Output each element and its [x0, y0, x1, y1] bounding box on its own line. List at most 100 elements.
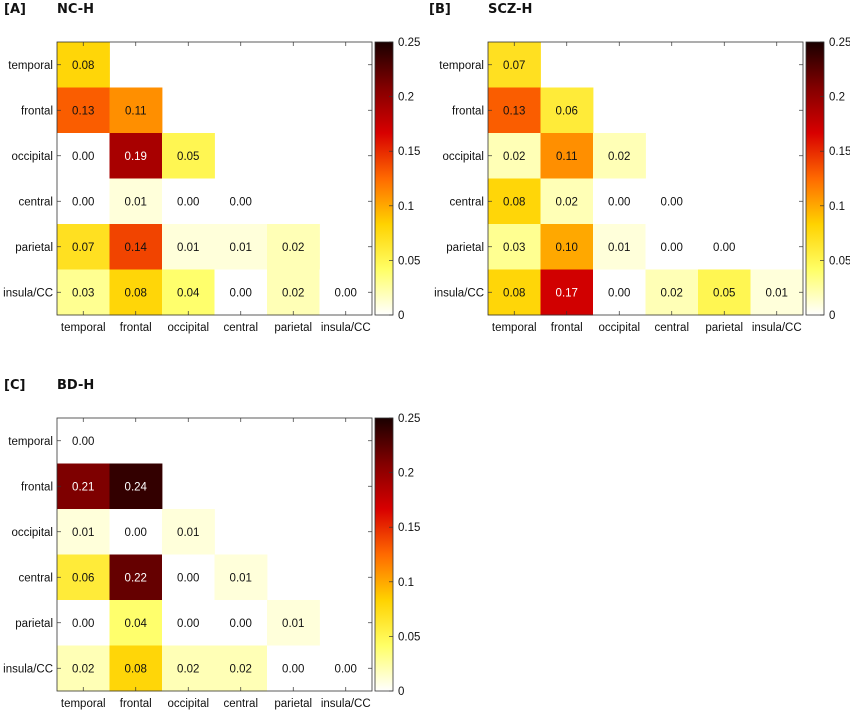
cell-value-label: 0.11 [125, 105, 147, 117]
plot-frame [56, 417, 373, 692]
cell-value-label: 0.00 [608, 196, 630, 208]
cell-value-label: 0.05 [177, 151, 199, 163]
heatmap-cell [109, 224, 163, 270]
heatmap-cell [488, 224, 541, 270]
cell-value-label: 0.24 [125, 481, 148, 493]
heatmap-cell [109, 600, 163, 646]
x-tick-label: occipital [598, 322, 640, 334]
heatmap-cell [267, 645, 320, 692]
heatmap-cell [57, 133, 110, 179]
cell-value-label: 0.06 [72, 572, 94, 584]
cell-value-label: 0.10 [556, 242, 578, 254]
cell-value-label: 0.13 [72, 105, 94, 117]
x-tick-label: parietal [705, 322, 743, 334]
cell-value-label: 0.00 [72, 436, 94, 448]
heatmap-cell [319, 269, 373, 316]
x-tick-label: frontal [120, 322, 152, 334]
heatmap-cell [267, 600, 320, 646]
heatmap-cell [57, 224, 110, 270]
heatmap-cell [540, 269, 594, 316]
cell-value-label: 0.00 [713, 242, 735, 254]
x-tick-label: central [223, 322, 258, 334]
panel-title: SCZ-H [488, 2, 532, 17]
colorbar-tick-label: 0.1 [398, 577, 414, 589]
heatmap-cell [214, 645, 268, 692]
panel-bd-h: [C] BD-H 0.00 0.21 0.24 0.01 0.00 0.01 0.06 0.22 0… [3, 378, 420, 710]
colorbar-tick-label: 0.1 [398, 201, 414, 213]
cell-value-label: 0.00 [661, 196, 683, 208]
cell-value-label: 0.01 [766, 287, 788, 299]
colorbar-tick-label: 0 [829, 310, 835, 322]
heatmap-cell [162, 224, 215, 270]
heatmap-cell [162, 554, 215, 601]
heatmap-cell [162, 269, 215, 316]
cell-value-label: 0.00 [72, 151, 94, 163]
cell-value-label: 0.06 [556, 105, 578, 117]
y-tick-label: temporal [439, 60, 484, 72]
y-tick-label: occipital [11, 151, 53, 163]
cell-value-label: 0.17 [556, 287, 578, 299]
cell-value-label: 0.04 [177, 287, 200, 299]
heatmap-cell [488, 178, 541, 225]
heatmap-cell [57, 600, 110, 646]
cell-value-label: 0.02 [282, 242, 304, 254]
colorbar-tick-label: 0.25 [398, 37, 420, 49]
cell-value-label: 0.19 [125, 151, 147, 163]
heatmap-cell [488, 42, 541, 88]
colorbar-tick-label: 0.05 [398, 255, 420, 267]
cell-value-label: 0.07 [72, 242, 94, 254]
cell-value-label: 0.14 [125, 242, 148, 254]
heatmap-cell [57, 42, 110, 88]
heatmap-cell [109, 463, 163, 510]
heatmap-cell [57, 269, 110, 316]
heatmap-cell [162, 509, 215, 555]
heatmap-cell [57, 554, 110, 601]
colorbar-tick-label: 0.25 [829, 37, 850, 49]
heatmap-cell [593, 178, 646, 225]
cell-value-label: 0.01 [125, 196, 147, 208]
cell-value-label: 0.00 [230, 618, 252, 630]
heatmap-cell [488, 269, 541, 316]
plot-frame [487, 41, 804, 316]
x-tick-label: occipital [167, 322, 209, 334]
heatmap-cell [57, 645, 110, 692]
x-tick-label: central [223, 698, 258, 710]
heatmap-cell [109, 554, 163, 601]
heatmap-cell [57, 463, 110, 510]
y-tick-label: insula/CC [3, 287, 53, 299]
heatmap-cell [162, 133, 215, 179]
cell-value-label: 0.08 [72, 60, 94, 72]
heatmap-cell [645, 178, 699, 225]
heatmap-cell [593, 224, 646, 270]
cell-value-label: 0.07 [503, 60, 525, 72]
colorbar-tick-label: 0.15 [829, 146, 850, 158]
colorbar-tick-label: 0.15 [398, 522, 420, 534]
y-tick-label: central [449, 196, 484, 208]
cell-value-label: 0.00 [177, 618, 199, 630]
heatmap-cell [698, 269, 751, 316]
cell-value-label: 0.01 [177, 242, 199, 254]
x-tick-label: insula/CC [752, 322, 802, 334]
y-tick-label: frontal [21, 105, 53, 117]
heatmap-cell [109, 178, 163, 225]
y-tick-label: frontal [21, 481, 53, 493]
x-tick-label: parietal [274, 322, 312, 334]
y-tick-label: parietal [15, 618, 53, 630]
x-tick-label: temporal [492, 322, 537, 334]
cell-value-label: 0.01 [282, 618, 304, 630]
cell-value-label: 0.02 [230, 663, 252, 675]
colorbar-tick-label: 0 [398, 310, 404, 322]
heatmap-cell [540, 133, 594, 179]
x-tick-label: frontal [551, 322, 583, 334]
cell-value-label: 0.11 [556, 151, 578, 163]
cell-value-label: 0.08 [503, 196, 525, 208]
y-tick-label: occipital [442, 151, 484, 163]
cell-value-label: 0.02 [177, 663, 199, 675]
heatmap-cell [214, 269, 268, 316]
cell-value-label: 0.00 [230, 287, 252, 299]
cell-value-label: 0.08 [503, 287, 525, 299]
heatmap-cell [214, 178, 268, 225]
colorbar-tick-label: 0.2 [398, 468, 414, 480]
cell-value-label: 0.01 [230, 242, 252, 254]
